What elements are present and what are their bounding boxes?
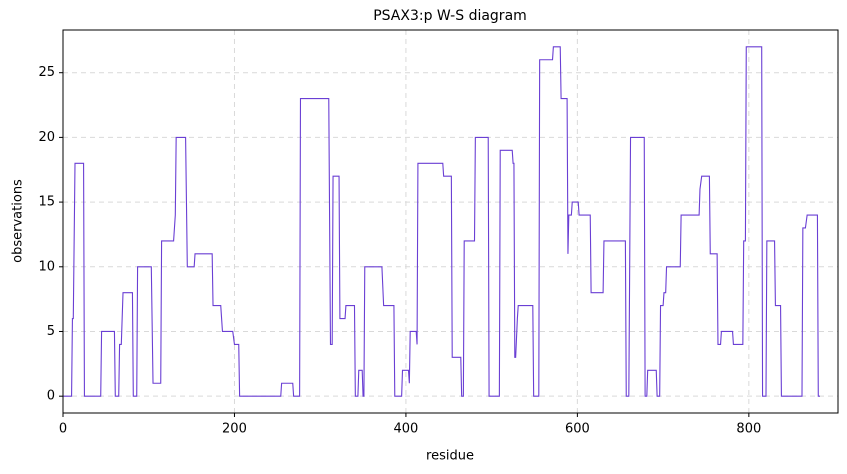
x-tick-label: 800 xyxy=(736,422,761,437)
x-tick-label: 200 xyxy=(222,422,247,437)
y-tick-label: 15 xyxy=(38,195,55,210)
y-tick-label: 25 xyxy=(38,65,55,80)
x-tick-label: 400 xyxy=(394,422,419,437)
y-axis-label: observations xyxy=(11,179,26,263)
x-tick-label: 0 xyxy=(59,422,67,437)
y-tick-label: 0 xyxy=(47,389,55,404)
y-tick-label: 10 xyxy=(38,259,55,274)
x-axis-label: residue xyxy=(426,449,474,464)
y-tick-label: 20 xyxy=(38,130,55,145)
y-tick-label: 5 xyxy=(47,324,55,339)
data-line xyxy=(63,46,820,397)
plot-frame xyxy=(62,29,839,414)
x-tick-label: 600 xyxy=(565,422,590,437)
chart-title: PSAX3:p W-S diagram xyxy=(373,8,527,24)
